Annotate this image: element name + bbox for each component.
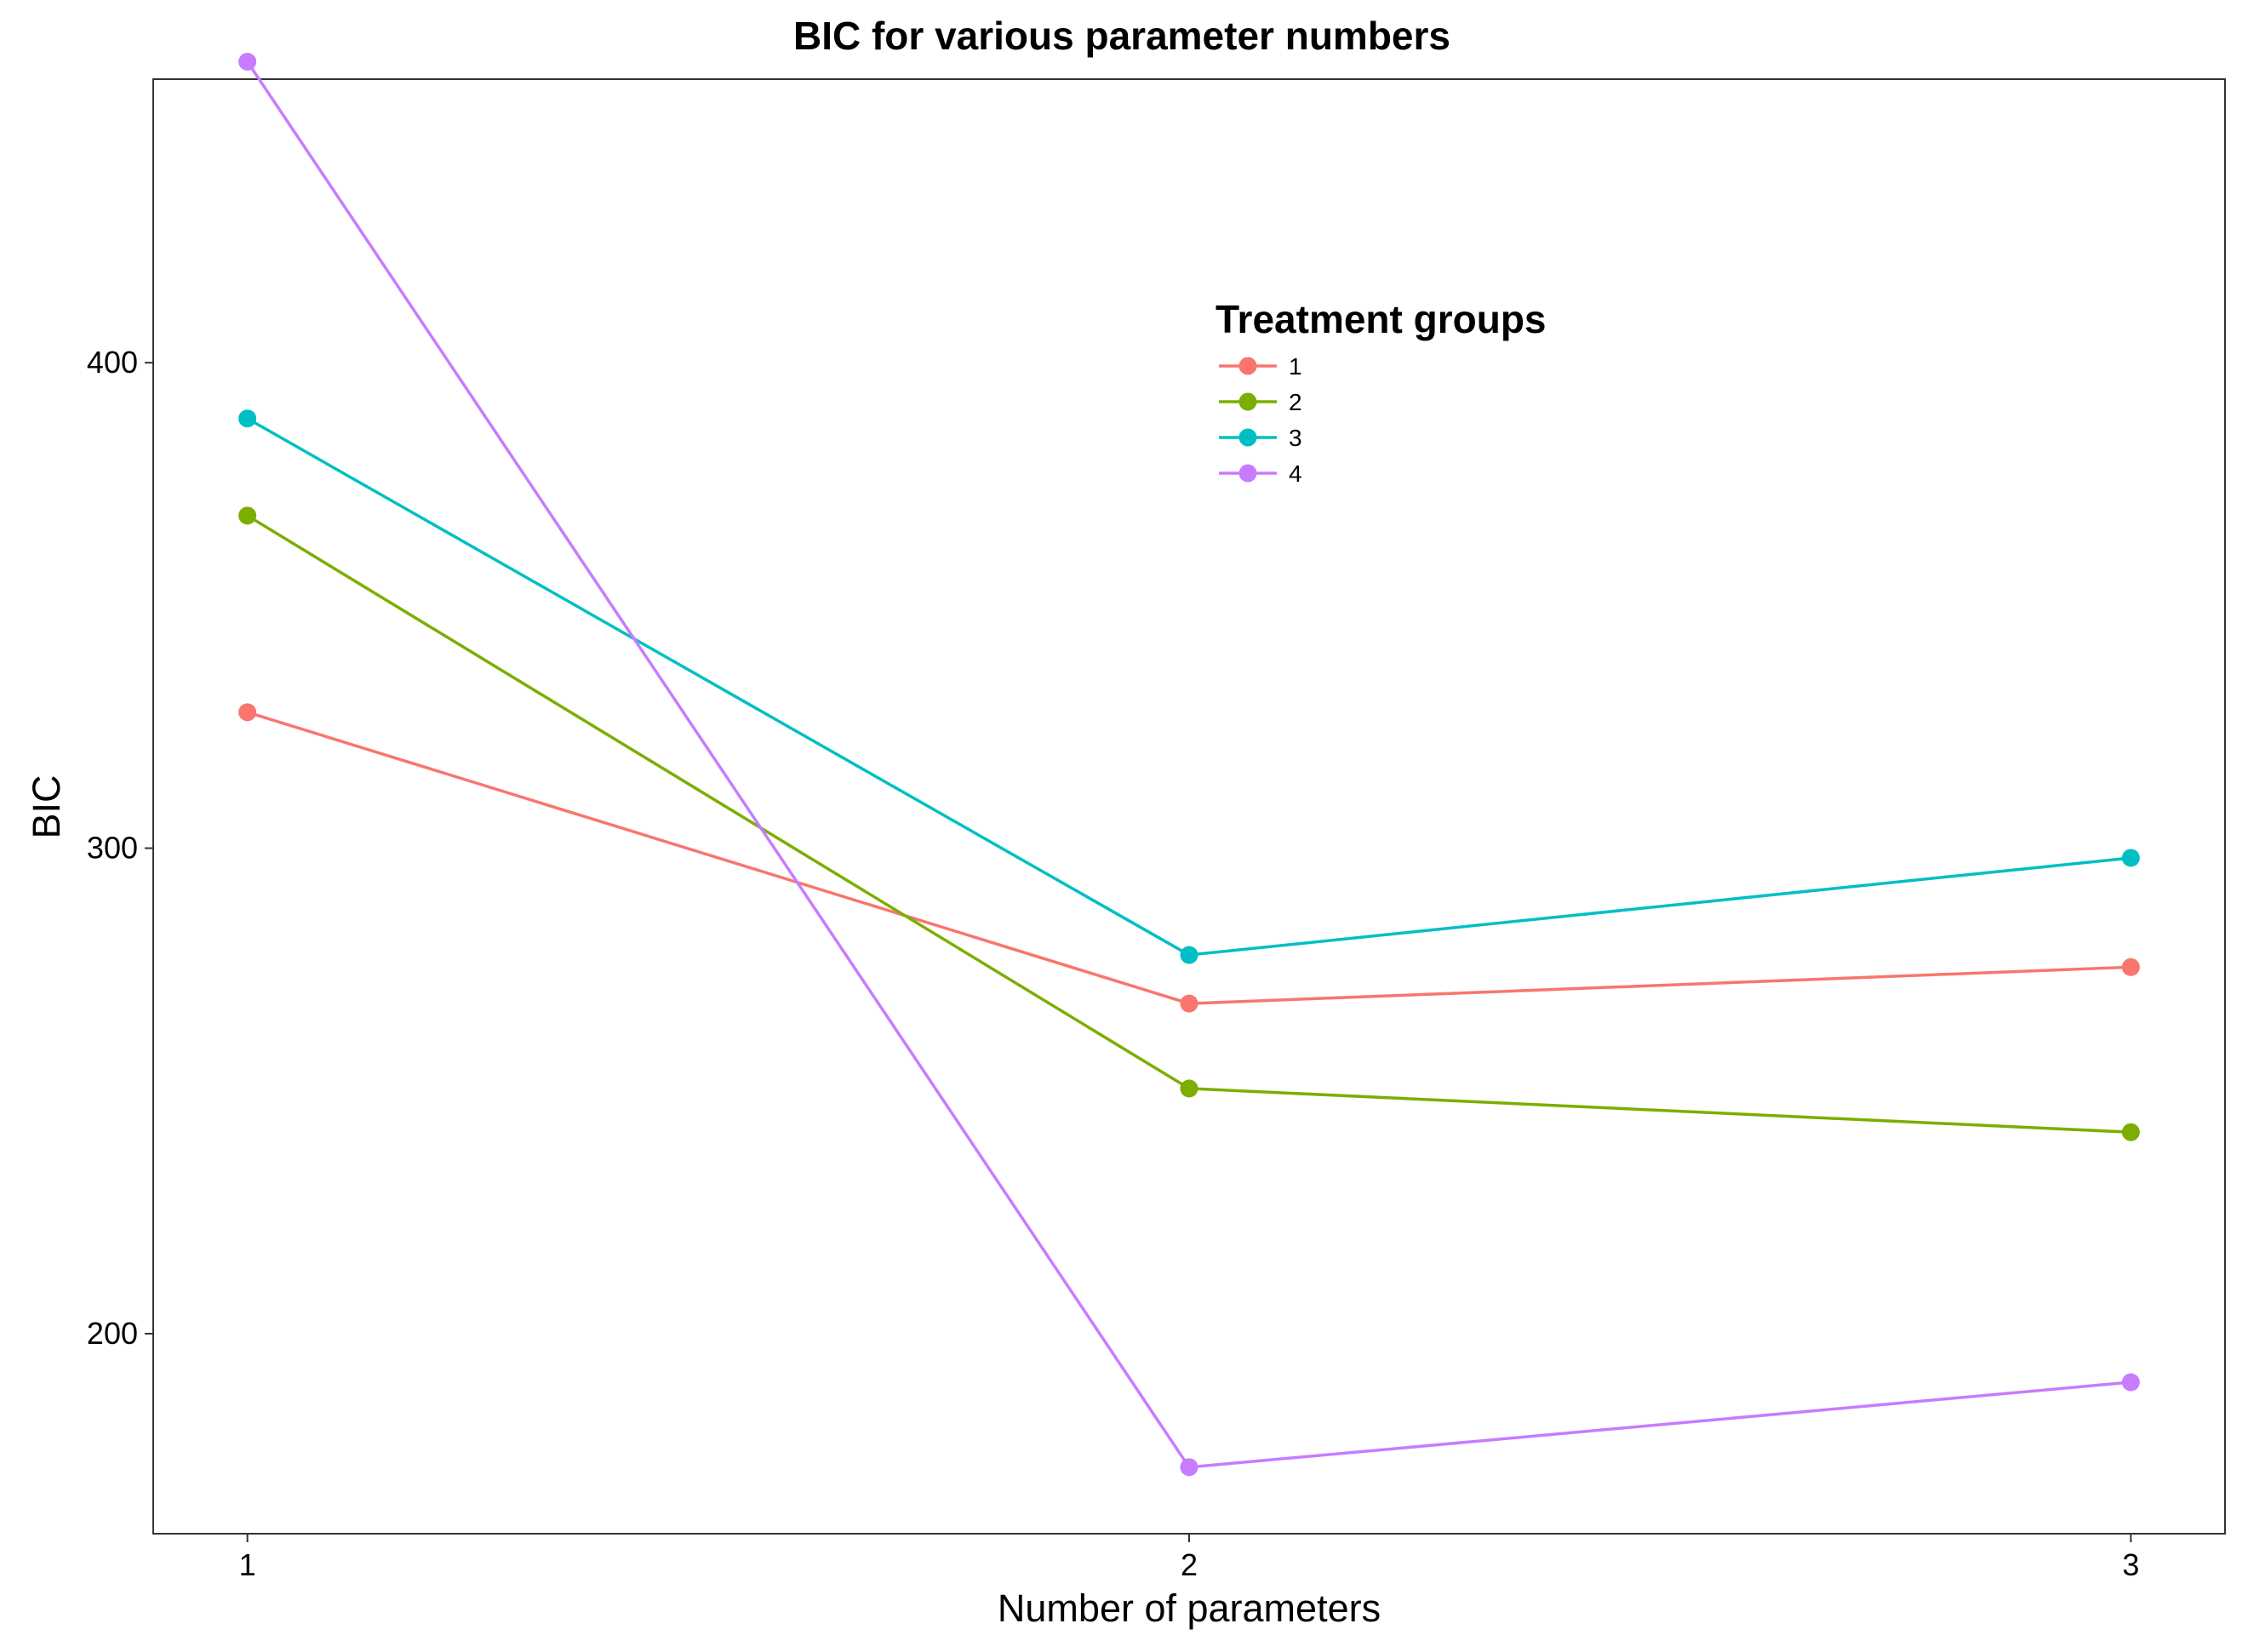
series-3 xyxy=(238,409,2140,964)
x-tick-label: 3 xyxy=(2122,1547,2139,1582)
legend-title: Treatment groups xyxy=(1216,297,1547,341)
legend-item-1: 1 xyxy=(1219,353,1302,380)
legend-item-3: 3 xyxy=(1219,425,1302,451)
x-tick-label: 2 xyxy=(1181,1547,1198,1582)
legend-label: 1 xyxy=(1289,353,1302,380)
data-point xyxy=(238,703,257,722)
legend-item-2: 2 xyxy=(1219,389,1302,415)
legend: Treatment groups 1 2 3 4 xyxy=(1216,297,1547,487)
series-4 xyxy=(238,52,2140,1477)
series-1 xyxy=(238,703,2140,1013)
data-point xyxy=(1180,1079,1198,1098)
y-axis: 200 300 400 xyxy=(87,345,153,1351)
data-point xyxy=(1180,994,1198,1013)
legend-item-4: 4 xyxy=(1219,460,1302,487)
data-point xyxy=(1180,1458,1198,1477)
y-axis-title: BIC xyxy=(25,775,68,838)
series-layer xyxy=(238,52,2140,1477)
data-point xyxy=(2121,849,2140,867)
plot-panel xyxy=(152,78,2226,1535)
data-point xyxy=(1180,946,1198,964)
data-point xyxy=(2121,1123,2140,1141)
legend-label: 4 xyxy=(1289,460,1302,487)
series-2 xyxy=(238,506,2140,1141)
legend-label: 2 xyxy=(1289,389,1302,415)
y-tick-label: 400 xyxy=(87,345,138,380)
x-axis-title: Number of parameters xyxy=(998,1586,1381,1630)
data-point xyxy=(2121,1373,2140,1392)
legend-label: 3 xyxy=(1289,425,1302,451)
x-tick-label: 1 xyxy=(239,1547,256,1582)
data-point xyxy=(238,52,257,71)
x-axis: 1 2 3 xyxy=(239,1534,2139,1582)
legend-key-point xyxy=(1238,464,1257,483)
data-point xyxy=(2121,957,2140,976)
data-point xyxy=(238,409,257,428)
y-tick-label: 300 xyxy=(87,831,138,866)
chart-title: BIC for various parameter numbers xyxy=(793,14,1450,58)
data-point xyxy=(238,506,257,525)
legend-key-point xyxy=(1238,428,1257,447)
legend-key-point xyxy=(1238,357,1257,375)
legend-key-point xyxy=(1238,392,1257,411)
y-tick-label: 200 xyxy=(87,1316,138,1351)
